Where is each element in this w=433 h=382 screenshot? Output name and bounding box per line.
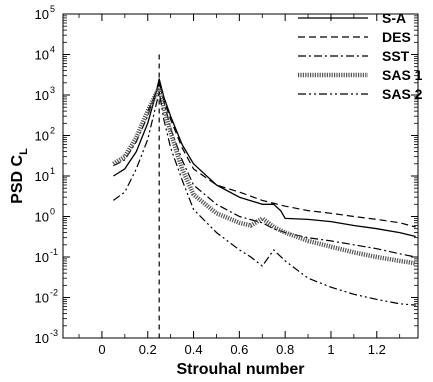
y-tick-label: 10 [35, 48, 49, 63]
y-tick-exponent: 5 [50, 4, 55, 14]
y-tick-label: 10 [35, 88, 49, 103]
y-tick-exponent: 0 [50, 207, 55, 217]
legend-label: SST [382, 48, 410, 64]
y-tick-exponent: -3 [50, 328, 58, 338]
series-line-4 [112, 85, 417, 266]
y-tick-exponent: 4 [50, 45, 55, 55]
y-axis-title-main: PSD C [9, 154, 26, 203]
x-tick-label: 0.4 [185, 342, 203, 357]
x-axis-title: Strouhal number [176, 361, 304, 378]
series-lines [112, 78, 417, 306]
x-tick-label: 1 [327, 342, 334, 357]
y-tick-label: 10 [35, 250, 49, 265]
legend: S-A DES SST SAS 1 SAS 2 [298, 10, 423, 102]
legend-label: SAS 1 [382, 67, 423, 83]
x-tick-label: 0.2 [139, 342, 157, 357]
y-tick-exponent: -2 [50, 288, 58, 298]
y-tick-label: 10 [35, 331, 49, 346]
series-line-1 [113, 78, 416, 238]
y-tick-label: 10 [35, 129, 49, 144]
series-line-5 [113, 91, 416, 306]
y-tick-exponent: 1 [50, 166, 55, 176]
legend-label: SAS 2 [382, 86, 423, 102]
y-tick-label: 10 [35, 169, 49, 184]
y-tick-exponent: 3 [50, 85, 55, 95]
legend-label: S-A [382, 10, 406, 26]
x-tick-label: 0.8 [276, 342, 294, 357]
y-tick-label: 10 [35, 7, 49, 22]
y-tick-exponent: -1 [50, 247, 58, 257]
y-axis-title-subscript: L [18, 148, 30, 155]
x-tick-label: 0 [98, 342, 105, 357]
y-axis-title: PSD CL [9, 148, 30, 204]
x-tick-label: 0.6 [230, 342, 248, 357]
y-tick-label: 10 [35, 210, 49, 225]
y-tick-exponent: 2 [50, 126, 55, 136]
legend-label: DES [382, 29, 411, 45]
y-tick-label: 10 [35, 291, 49, 306]
x-tick-label: 1.2 [368, 342, 386, 357]
plot-frame [62, 13, 419, 339]
series-line-2 [147, 82, 416, 228]
x-axis: 0 0.2 0.4 0.6 0.8 1 1.2 [78, 14, 401, 357]
